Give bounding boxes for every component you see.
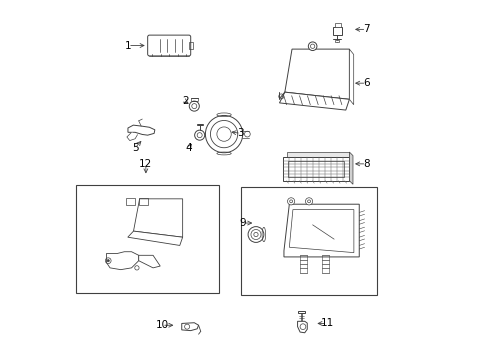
- Bar: [188, 42, 193, 49]
- Bar: [126, 198, 135, 205]
- Polygon shape: [349, 49, 353, 105]
- Polygon shape: [284, 204, 359, 257]
- Circle shape: [184, 324, 189, 329]
- Text: 8: 8: [363, 159, 369, 169]
- Text: 7: 7: [363, 24, 369, 35]
- Circle shape: [247, 226, 264, 242]
- Polygon shape: [287, 152, 349, 157]
- Text: 9: 9: [239, 218, 245, 228]
- Text: 2: 2: [182, 96, 188, 106]
- Polygon shape: [182, 323, 198, 330]
- Circle shape: [107, 260, 109, 262]
- Text: 1: 1: [124, 41, 131, 50]
- Bar: [335, 23, 340, 27]
- Text: 12: 12: [139, 159, 152, 169]
- Polygon shape: [285, 49, 349, 99]
- Bar: [76, 185, 219, 293]
- Text: 4: 4: [185, 143, 192, 153]
- Polygon shape: [349, 152, 352, 184]
- Bar: [334, 40, 339, 42]
- Polygon shape: [133, 199, 182, 237]
- Bar: [298, 311, 305, 313]
- Bar: [288, 161, 344, 177]
- Bar: [283, 157, 349, 181]
- Polygon shape: [297, 321, 306, 333]
- Polygon shape: [279, 92, 349, 110]
- Bar: [139, 198, 147, 205]
- Circle shape: [205, 116, 242, 153]
- Circle shape: [305, 198, 312, 205]
- Text: 6: 6: [363, 78, 369, 88]
- Bar: [241, 187, 376, 295]
- Text: 5: 5: [132, 143, 138, 153]
- Polygon shape: [128, 125, 155, 135]
- Bar: [333, 27, 342, 36]
- Circle shape: [308, 42, 316, 50]
- Text: 11: 11: [320, 319, 333, 328]
- Polygon shape: [139, 255, 160, 268]
- Text: 10: 10: [155, 320, 168, 330]
- Polygon shape: [127, 231, 182, 246]
- FancyBboxPatch shape: [147, 35, 190, 56]
- Polygon shape: [106, 252, 139, 270]
- Polygon shape: [126, 132, 137, 140]
- Text: 3: 3: [237, 129, 244, 138]
- Circle shape: [287, 198, 294, 205]
